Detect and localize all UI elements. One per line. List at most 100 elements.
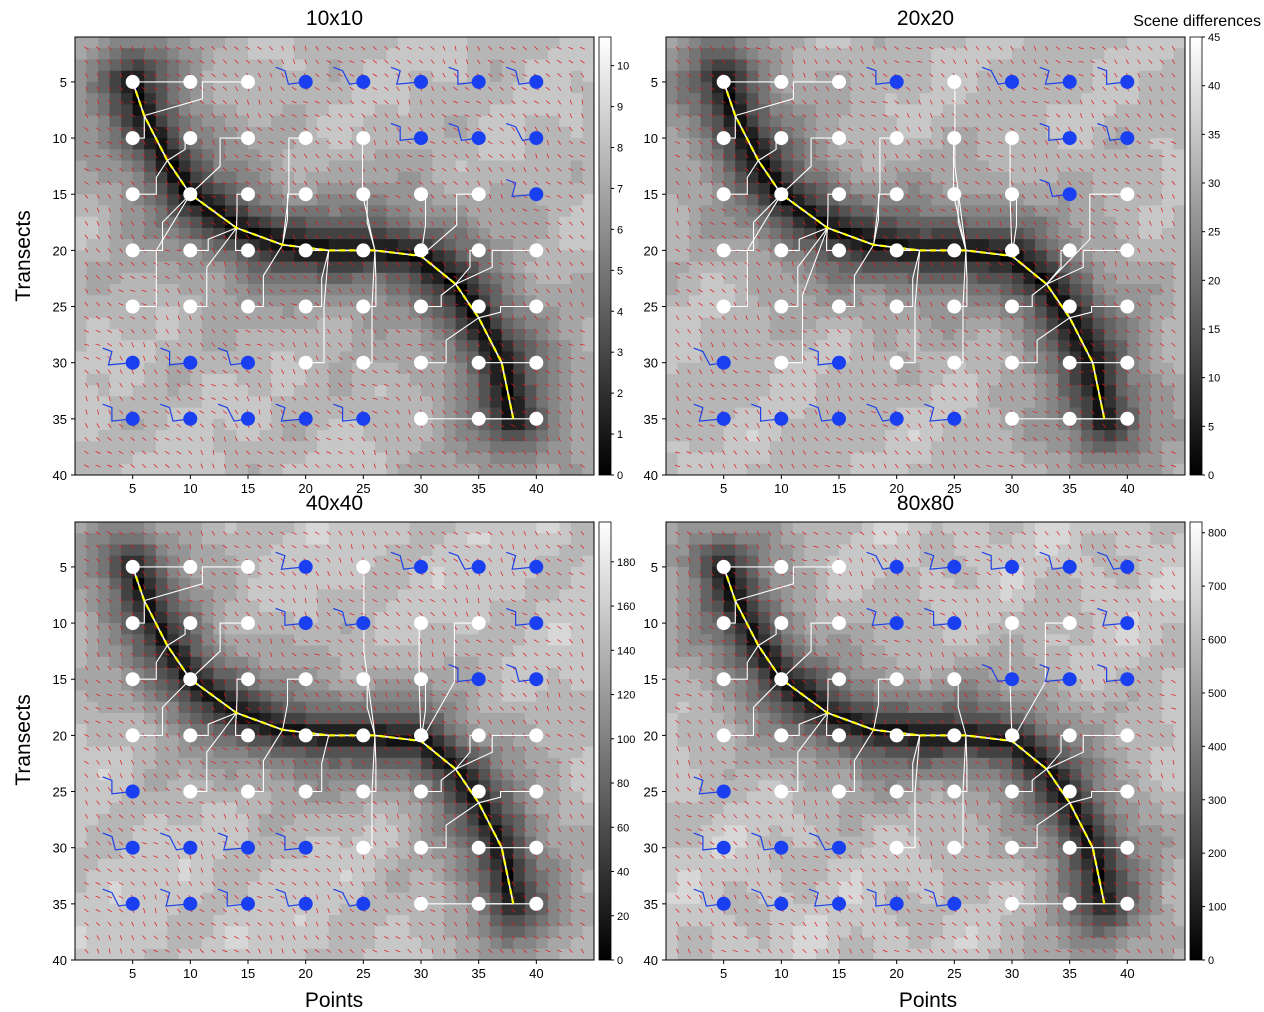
gradient-arrow [535,450,538,456]
surface-cell [190,430,203,442]
gradient-arrow [108,86,112,92]
gradient-arrow [119,409,124,415]
surface-cell [815,37,829,49]
surface-cell [1138,239,1151,251]
gradient-arrow [522,436,527,442]
gradient-arrow [314,410,320,414]
blue-path [217,347,249,366]
gradient-arrow [222,383,228,387]
gradient-arrow [407,207,412,213]
gradient-arrow [291,127,297,131]
surface-cell [1092,418,1105,431]
surface-cell [1138,205,1151,218]
surface-cell [132,37,145,49]
surface-cell [547,171,560,184]
surface-cell [1046,227,1059,240]
gradient-arrow [383,397,389,401]
surface-cell [1035,340,1048,353]
surface-cell [271,37,284,49]
surface-cell [758,171,771,184]
gradient-arrow [522,208,528,212]
gradient-arrow [522,355,527,361]
surface-cell [536,239,549,251]
surface-cell [305,250,318,263]
surface-cell [1023,250,1036,263]
surface-cell [536,340,549,353]
gradient-arrow [476,382,481,388]
surface-cell [1092,149,1105,162]
surface-cell [839,149,852,162]
surface-cell [305,48,318,61]
surface-cell [1058,216,1071,229]
surface-cell [467,171,480,184]
gradient-arrow [430,382,435,388]
surface-cell [931,272,944,285]
surface-cell [167,362,180,375]
surface-cell [351,160,364,173]
surface-cell [977,385,990,397]
surface-cell [524,351,537,364]
surface-cell [1058,441,1071,454]
surface-cell [282,441,295,454]
gradient-arrow [395,234,400,240]
surface-cell [666,306,679,319]
surface-cell [190,452,203,465]
surface-cell [201,59,214,72]
surface-cell [1127,183,1140,195]
surface-cell [1138,418,1151,431]
gradient-arrow [280,329,285,334]
gradient-arrow [557,113,561,119]
gradient-arrow [95,343,101,346]
gradient-arrow [442,355,446,361]
surface-cell [1127,407,1140,420]
surface-cell [1081,160,1094,173]
surface-cell [421,149,434,162]
surface-cell [1127,295,1140,308]
surface-cell [86,272,99,285]
surface-cell [1104,396,1117,409]
surface-cell [271,362,284,375]
surface-cell [1138,171,1151,184]
surface-cell [121,284,134,296]
gradient-arrow [280,302,286,306]
surface-cell [965,194,978,207]
surface-cell [444,373,457,386]
surface-cell [666,351,679,364]
surface-cell [919,149,932,162]
grid-point-white [298,243,313,258]
surface-cell [547,216,560,229]
surface-cell [862,149,875,162]
gradient-arrow [384,221,389,226]
surface-cell [501,138,514,150]
surface-cell [1104,317,1117,330]
gradient-arrow [418,343,424,346]
gradient-arrow [349,437,355,441]
surface-cell [919,81,932,94]
gradient-arrow [118,450,124,455]
surface-cell [501,160,514,173]
surface-cell [305,261,318,274]
surface-cell [977,351,990,364]
surface-cell [735,329,748,341]
gradient-arrow [406,357,413,360]
surface-cell [213,138,226,150]
gradient-arrow [568,343,574,346]
surface-cell [455,194,468,207]
gradient-arrow [246,234,250,240]
surface-cell [873,261,886,274]
gradient-arrow [350,328,354,334]
gradient-arrow [488,369,493,374]
gradient-arrow [95,46,101,51]
surface-cell [432,261,445,274]
surface-cell [317,70,330,83]
surface-cell [666,272,679,285]
surface-cell [1138,385,1151,397]
surface-cell [374,317,387,330]
surface-cell [328,183,341,195]
surface-cell [1104,194,1117,207]
surface-cell [781,160,794,173]
gradient-arrow [154,194,158,199]
surface-cell [942,407,955,420]
gradient-arrow [118,114,124,118]
gradient-arrow [141,289,147,293]
